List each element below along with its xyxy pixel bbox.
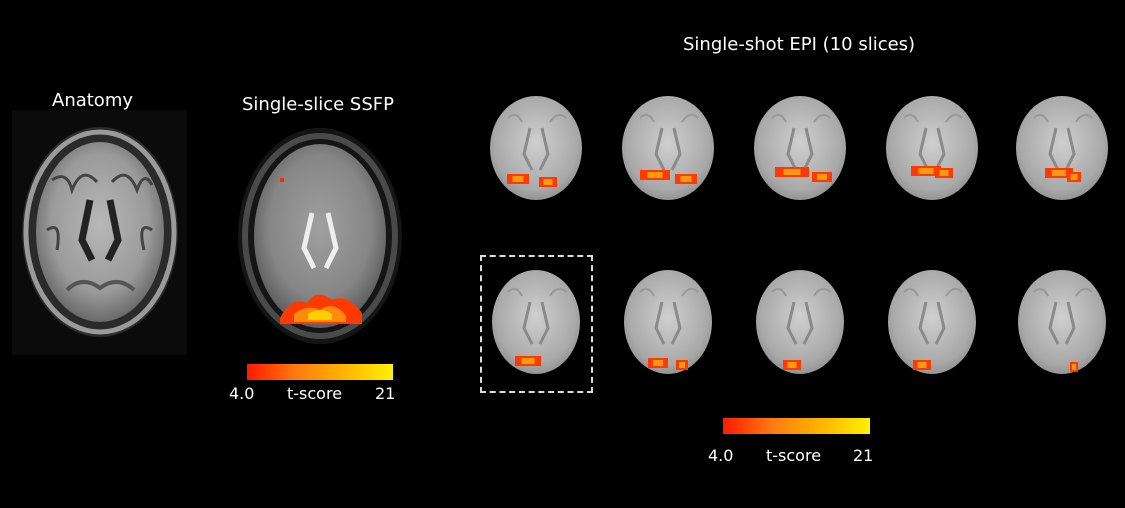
epi-slice-10 — [1014, 262, 1110, 374]
epi-slice-9 — [884, 262, 980, 374]
epi-slice-3 — [752, 88, 848, 200]
highlight-box — [480, 255, 593, 393]
epi-colorbar-min: 4.0 — [708, 446, 734, 465]
anatomy-image — [12, 110, 187, 355]
ssfp-label: Single-slice SSFP — [242, 94, 394, 115]
epi-colorbar-max: 21 — [853, 446, 874, 465]
epi-slice-4 — [884, 88, 980, 200]
anatomy-label: Anatomy — [52, 90, 134, 111]
epi-slice-6 — [488, 262, 584, 374]
epi-slice-2 — [620, 88, 716, 200]
epi-label: Single-shot EPI (10 slices) — [683, 34, 916, 55]
ssfp-colorbar-max: 21 — [375, 384, 396, 403]
ssfp-colorbar-mid: t-score — [287, 384, 343, 403]
epi-slice-8 — [752, 262, 848, 374]
epi-colorbar-mid: t-score — [766, 446, 822, 465]
epi-colorbar — [723, 418, 870, 434]
epi-slice-5 — [1014, 88, 1110, 200]
ssfp-colorbar-min: 4.0 — [229, 384, 255, 403]
ssfp-image — [232, 118, 407, 353]
ssfp-colorbar — [247, 364, 393, 380]
epi-slice-1 — [488, 88, 584, 200]
epi-slice-7 — [620, 262, 716, 374]
